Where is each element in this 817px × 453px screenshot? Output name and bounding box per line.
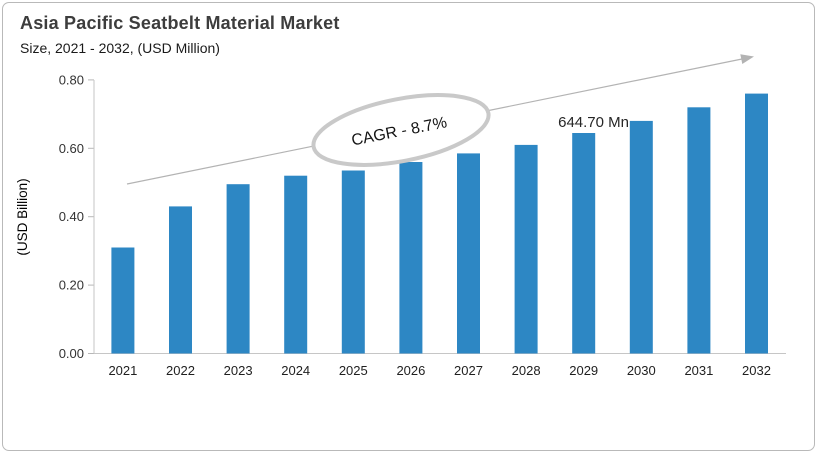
x-axis-labels: 2021 2022 2023 2024 2025 2026 2027 2028 2029 2030… [108, 363, 771, 378]
x-tick-label: 2028 [512, 363, 541, 378]
y-tick-label: 0.00 [59, 346, 84, 361]
x-tick-label: 2030 [627, 363, 656, 378]
y-tick-label: 0.40 [59, 209, 84, 224]
bar-2027 [457, 153, 480, 354]
x-tick-label: 2021 [108, 363, 137, 378]
x-tick-label: 2032 [742, 363, 771, 378]
arrow-head-icon [740, 54, 754, 64]
cagr-ellipse [311, 93, 491, 167]
bar-2028 [514, 144, 538, 354]
x-tick-label: 2025 [339, 363, 368, 378]
bar-2030 [629, 120, 653, 354]
bars-group [111, 93, 768, 354]
chart-title: Asia Pacific Seatbelt Material Market [20, 13, 340, 33]
bar-2025 [341, 170, 365, 354]
bar-2022 [169, 206, 192, 354]
x-tick-label: 2029 [569, 363, 598, 378]
y-tick-label: 0.60 [59, 141, 84, 156]
x-tick-label: 2022 [166, 363, 195, 378]
bar-2023 [226, 184, 250, 354]
x-tick-label: 2031 [684, 363, 713, 378]
bar-2026 [399, 162, 423, 354]
bar-2021 [111, 247, 135, 354]
bar-2024 [284, 175, 308, 354]
y-tick-label: 0.80 [59, 72, 84, 87]
x-tick-label: 2023 [224, 363, 253, 378]
cagr-badge: CAGR - 8.7% [311, 93, 491, 167]
bar-2031 [687, 107, 711, 354]
y-tick-label: 0.20 [59, 278, 84, 293]
y-axis: 0.00 0.20 0.40 0.60 0.80 [59, 72, 94, 361]
bar-2032 [745, 93, 768, 354]
chart-subtitle: Size, 2021 - 2032, (USD Million) [20, 40, 220, 56]
value-annotation: 644.70 Mn [558, 114, 629, 131]
x-tick-label: 2027 [454, 363, 483, 378]
x-tick-label: 2024 [281, 363, 310, 378]
x-tick-label: 2026 [396, 363, 425, 378]
bar-2029 [572, 133, 596, 354]
y-axis-title: (USD Billion) [15, 178, 30, 255]
